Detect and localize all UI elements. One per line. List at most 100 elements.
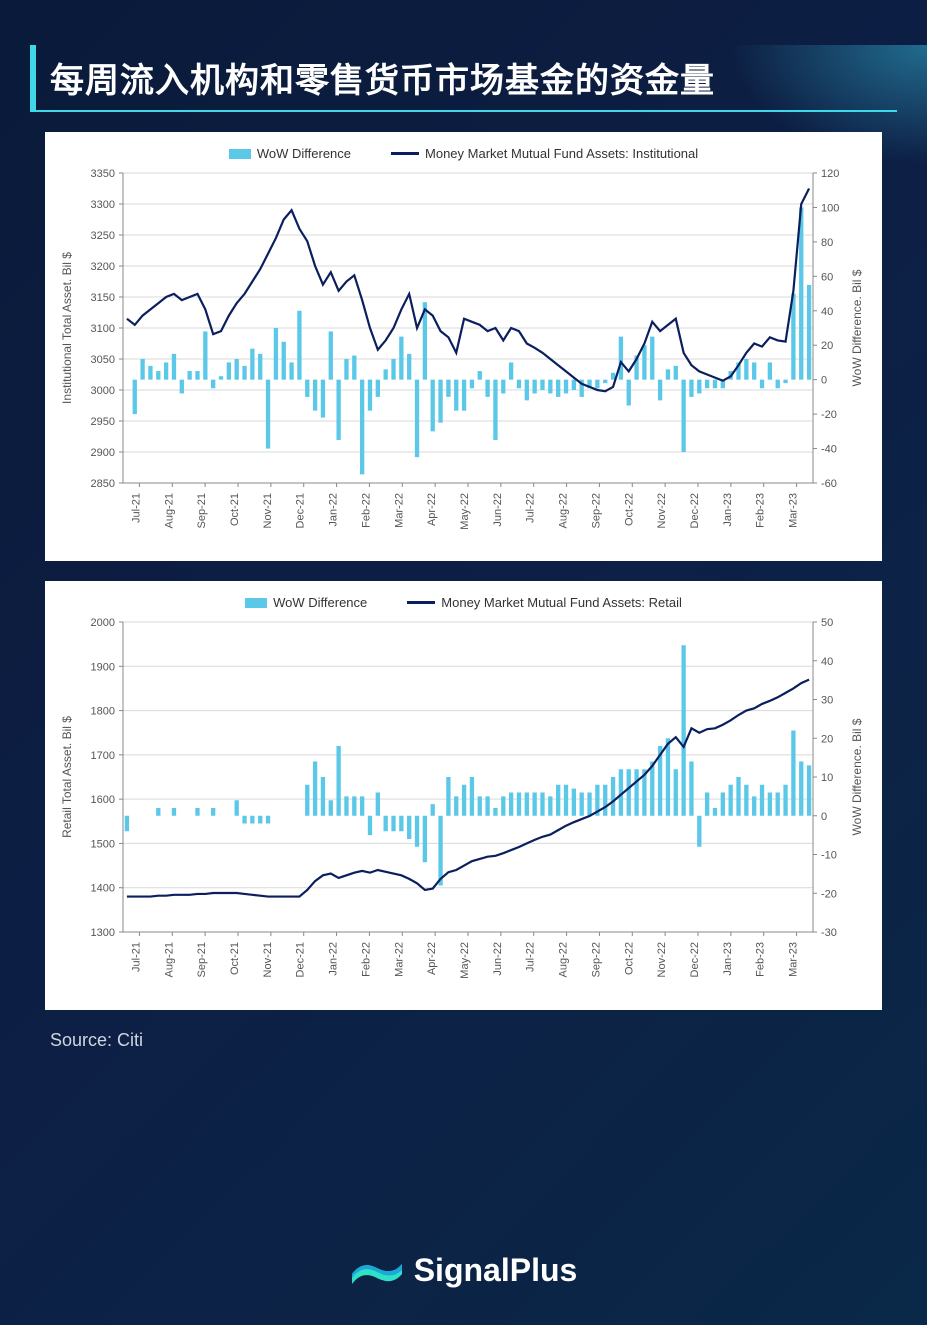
svg-text:Mar-23: Mar-23 [788,493,800,528]
svg-text:Jul-22: Jul-22 [525,493,537,523]
svg-text:May-22: May-22 [459,493,471,530]
svg-text:60: 60 [821,271,833,283]
svg-text:Apr-22: Apr-22 [426,493,438,526]
svg-text:Aug-22: Aug-22 [558,493,570,528]
svg-text:3000: 3000 [91,385,115,397]
legend-line-label: Money Market Mutual Fund Assets: Institu… [425,146,698,161]
svg-text:20: 20 [821,733,833,745]
swatch-line-icon [391,152,419,155]
svg-text:Dec-22: Dec-22 [689,942,701,977]
chart-retail: WoW Difference Money Market Mutual Fund … [45,581,882,1010]
svg-text:10: 10 [821,772,833,784]
svg-text:Jan-22: Jan-22 [328,942,340,976]
svg-text:Mar-23: Mar-23 [788,942,800,977]
legend-2: WoW Difference Money Market Mutual Fund … [53,589,874,612]
legend-bar-2: WoW Difference [245,595,367,610]
svg-text:Aug-21: Aug-21 [163,942,175,977]
svg-text:2900: 2900 [91,447,115,459]
svg-text:Sep-22: Sep-22 [590,942,602,977]
svg-text:1900: 1900 [91,661,115,673]
svg-text:Jun-22: Jun-22 [492,942,504,976]
svg-text:-20: -20 [821,888,837,900]
chart-svg-1: 2850290029503000305031003150320032503300… [53,163,873,553]
svg-text:-20: -20 [821,409,837,421]
brand-name: SignalPlus [414,1252,578,1289]
chart-svg-2: 1300 1400 1500 1600 1700 1800 1900 2000 -30 -20 -1… [53,612,873,1002]
svg-text:Apr-22: Apr-22 [426,942,438,975]
svg-text:Oct-21: Oct-21 [229,493,241,526]
svg-text:1400: 1400 [91,883,115,895]
svg-text:May-22: May-22 [459,942,471,979]
svg-text:50: 50 [821,617,833,629]
svg-text:Jan-23: Jan-23 [722,942,734,976]
svg-text:Oct-21: Oct-21 [229,942,241,975]
svg-text:Nov-21: Nov-21 [262,493,274,528]
svg-text:1300: 1300 [91,927,115,939]
svg-text:120: 120 [821,168,839,180]
svg-text:3200: 3200 [91,261,115,273]
svg-text:1800: 1800 [91,706,115,718]
svg-text:0: 0 [821,811,827,823]
svg-text:Jun-22: Jun-22 [492,493,504,527]
svg-text:30: 30 [821,695,833,707]
svg-text:Jan-22: Jan-22 [328,493,340,527]
svg-text:Feb-23: Feb-23 [755,493,767,528]
swatch-bar-icon [245,598,267,608]
svg-text:Jul-21: Jul-21 [130,493,142,523]
svg-text:Oct-22: Oct-22 [623,493,635,526]
svg-text:100: 100 [821,202,839,214]
svg-text:1500: 1500 [91,838,115,850]
svg-text:-40: -40 [821,444,837,456]
svg-text:0: 0 [821,375,827,387]
svg-text:Sep-21: Sep-21 [196,493,208,528]
svg-text:Feb-23: Feb-23 [755,942,767,977]
svg-text:80: 80 [821,237,833,249]
source-label: Source: Citi [50,1030,877,1051]
svg-text:Nov-22: Nov-22 [656,942,668,977]
logo-mark-icon [350,1250,404,1290]
legend-bar-label: WoW Difference [257,146,351,161]
svg-text:40: 40 [821,306,833,318]
svg-text:1600: 1600 [91,794,115,806]
legend-bar-label: WoW Difference [273,595,367,610]
svg-text:Institutional Total Asset. Bil: Institutional Total Asset. Bil $ [60,252,74,404]
svg-text:3300: 3300 [91,199,115,211]
svg-text:Jul-22: Jul-22 [525,942,537,972]
chart-institutional: WoW Difference Money Market Mutual Fund … [45,132,882,561]
svg-text:Retail Total Asset. Bil $: Retail Total Asset. Bil $ [60,716,74,838]
svg-text:Jul-21: Jul-21 [130,942,142,972]
svg-text:3250: 3250 [91,230,115,242]
svg-text:WoW Difference. Bil $: WoW Difference. Bil $ [850,718,864,835]
swatch-line-icon [407,601,435,604]
svg-text:2950: 2950 [91,416,115,428]
svg-text:20: 20 [821,340,833,352]
svg-text:-10: -10 [821,850,837,862]
brand-logo: SignalPlus [0,1250,927,1290]
swatch-bar-icon [229,149,251,159]
svg-text:40: 40 [821,656,833,668]
svg-text:2000: 2000 [91,617,115,629]
svg-text:Jan-23: Jan-23 [722,493,734,527]
svg-text:Nov-21: Nov-21 [262,942,274,977]
legend-line-label: Money Market Mutual Fund Assets: Retail [441,595,682,610]
svg-text:Mar-22: Mar-22 [393,493,405,528]
svg-text:2850: 2850 [91,478,115,490]
svg-text:1700: 1700 [91,750,115,762]
legend-line-2: Money Market Mutual Fund Assets: Retail [407,595,682,610]
svg-text:3100: 3100 [91,323,115,335]
svg-text:Dec-21: Dec-21 [295,493,307,528]
svg-text:Dec-21: Dec-21 [295,942,307,977]
svg-text:Dec-22: Dec-22 [689,493,701,528]
svg-text:Aug-22: Aug-22 [558,942,570,977]
svg-text:3150: 3150 [91,292,115,304]
svg-text:Feb-22: Feb-22 [360,942,372,977]
legend-1: WoW Difference Money Market Mutual Fund … [53,140,874,163]
svg-text:Feb-22: Feb-22 [360,493,372,528]
svg-text:Sep-21: Sep-21 [196,942,208,977]
svg-text:WoW Difference. Bil $: WoW Difference. Bil $ [850,269,864,386]
svg-text:-30: -30 [821,927,837,939]
svg-text:Mar-22: Mar-22 [393,942,405,977]
svg-text:Nov-22: Nov-22 [656,493,668,528]
svg-text:Oct-22: Oct-22 [623,942,635,975]
svg-text:-60: -60 [821,478,837,490]
